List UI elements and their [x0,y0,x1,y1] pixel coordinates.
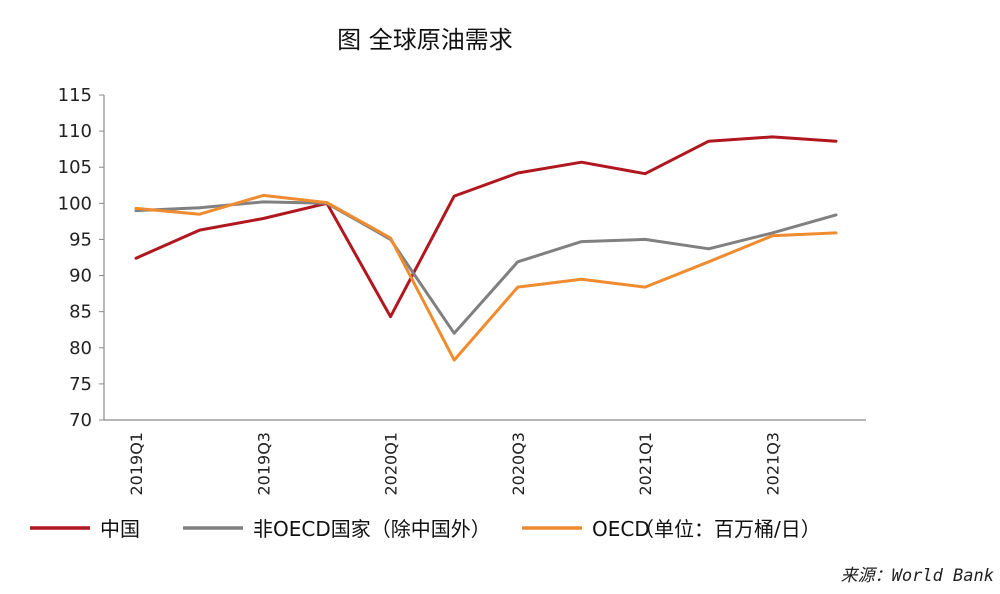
legend: （单位：百万桶/日） 中国 非OECD国家（除中国外） OECD [30,517,821,541]
series-line-2 [134,200,838,335]
x-tick-label: 2019Q1 [127,432,146,496]
y-tick-label: 100 [58,193,92,214]
y-tick-label: 115 [58,85,92,106]
y-tick-label: 80 [69,338,92,359]
unit-note: （单位：百万桶/日） [634,517,821,541]
y-tick-label: 70 [69,410,92,431]
x-tick-label: 2020Q1 [382,432,401,496]
legend-label-2: 非OECD国家（除中国外） [253,517,491,541]
axes: 70 75 80 85 90 95 100 105 110 115 2019Q1 2019Q3 2020… [58,85,866,496]
y-tick-label: 105 [58,157,92,178]
x-tick-label: 2021Q1 [636,432,655,496]
series-lines [134,135,838,362]
legend-label-3: OECD [592,517,650,541]
legend-label-1: 中国 [100,517,140,541]
y-tick-label: 85 [69,302,92,323]
series-line-1 [134,135,838,319]
y-tick-label: 110 [58,121,92,142]
y-tick-label: 75 [69,374,92,395]
y-tick-label: 90 [69,266,92,287]
x-tick-label: 2019Q3 [254,432,273,496]
x-tick-label: 2021Q3 [763,432,782,496]
x-tick-label: 2020Q3 [509,432,528,496]
series-line-3 [134,193,838,362]
y-tick-label: 95 [69,229,92,250]
source-note: 来源：World Bank [841,566,994,586]
chart-title: 图 全球原油需求 [337,26,513,54]
